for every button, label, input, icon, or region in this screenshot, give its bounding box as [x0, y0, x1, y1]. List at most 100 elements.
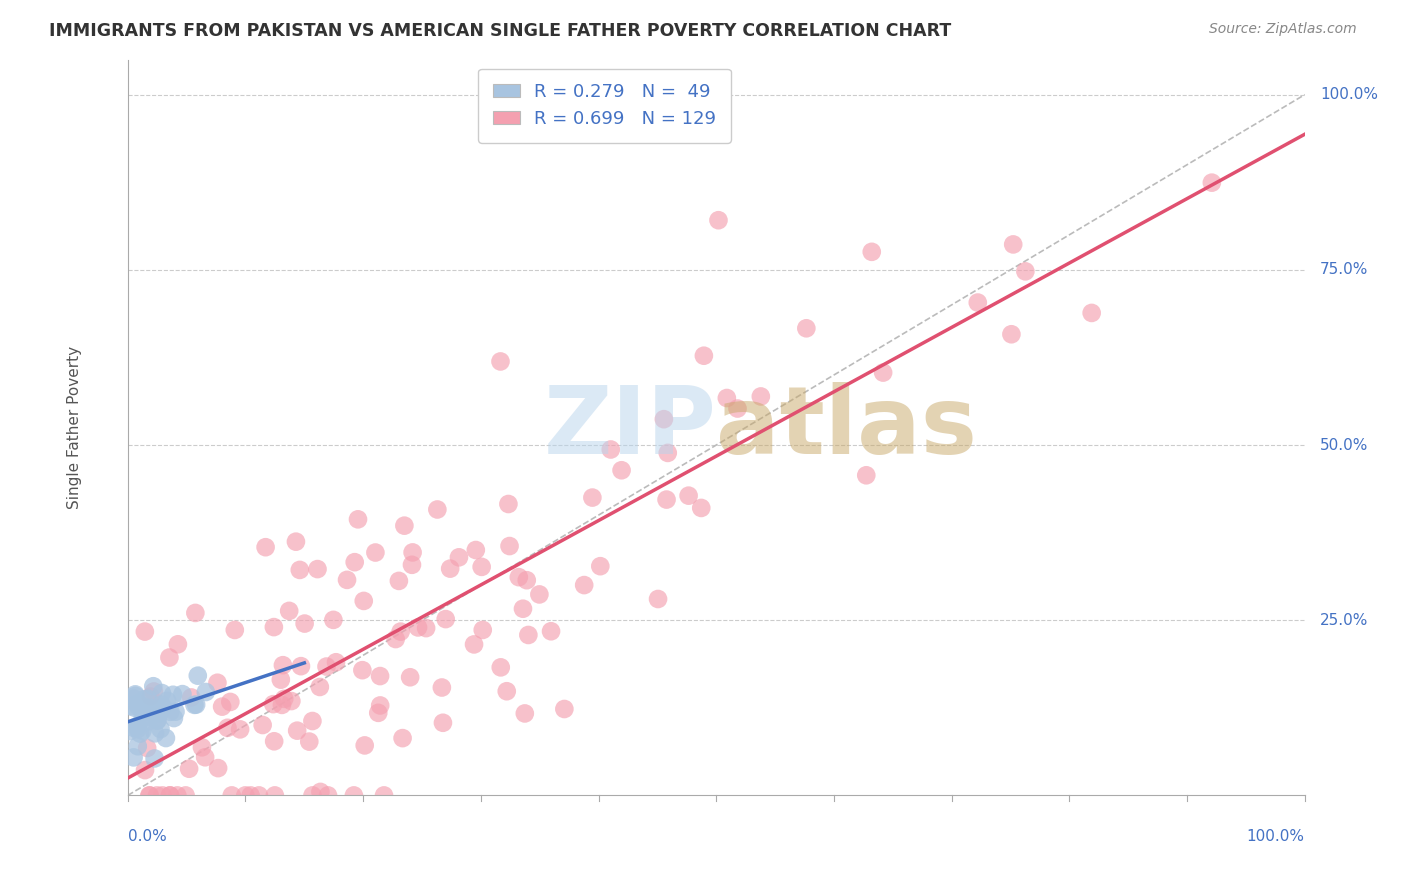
Point [301, 714, 323, 728]
Text: Single Father Poverty: Single Father Poverty [67, 346, 83, 509]
Point [159, 789, 181, 803]
Text: 0.0%: 0.0% [128, 829, 166, 844]
Point [294, 616, 316, 631]
Point [184, 606, 207, 620]
Point [872, 366, 894, 380]
Point [860, 244, 883, 259]
Point [516, 573, 538, 587]
Point [136, 741, 159, 756]
Point [143, 726, 166, 740]
Point [145, 703, 167, 717]
Point [127, 697, 149, 711]
Point [343, 789, 366, 803]
Point [157, 650, 180, 665]
Point [716, 391, 738, 405]
Point [149, 722, 172, 736]
Point [134, 704, 156, 718]
Point [401, 545, 423, 559]
Point [529, 587, 551, 601]
Point [162, 688, 184, 702]
Point [183, 698, 205, 712]
Point [298, 734, 321, 748]
Point [589, 559, 612, 574]
Point [581, 491, 603, 505]
Point [159, 705, 181, 719]
Point [134, 624, 156, 639]
Point [221, 789, 243, 803]
Point [572, 578, 595, 592]
Point [391, 731, 413, 745]
Point [517, 628, 540, 642]
Point [155, 731, 177, 745]
Point [263, 734, 285, 748]
Point [180, 690, 202, 705]
Point [432, 715, 454, 730]
Point [647, 592, 669, 607]
Point [271, 658, 294, 673]
Point [139, 690, 162, 704]
Point [207, 675, 229, 690]
Point [463, 637, 485, 651]
Point [217, 721, 239, 735]
Point [415, 621, 437, 635]
Point [135, 703, 157, 717]
Point [430, 681, 453, 695]
Point [194, 750, 217, 764]
Point [152, 789, 174, 803]
Point [159, 789, 181, 803]
Point [307, 562, 329, 576]
Point [447, 550, 470, 565]
Point [122, 691, 145, 706]
Point [211, 699, 233, 714]
Point [353, 594, 375, 608]
Point [148, 706, 170, 721]
Point [134, 763, 156, 777]
Point [325, 655, 347, 669]
Point [132, 709, 155, 723]
Point [690, 500, 713, 515]
Point [207, 761, 229, 775]
Point [308, 680, 330, 694]
Point [270, 673, 292, 687]
Point [129, 726, 152, 740]
Point [1201, 176, 1223, 190]
Point [136, 691, 159, 706]
Point [406, 620, 429, 634]
Point [262, 697, 284, 711]
Point [124, 700, 146, 714]
Point [316, 789, 339, 803]
Point [120, 724, 142, 739]
Point [124, 689, 146, 703]
Point [678, 489, 700, 503]
Point [271, 698, 294, 712]
Point [655, 492, 678, 507]
Point [343, 555, 366, 569]
Point [156, 694, 179, 708]
Point [794, 321, 817, 335]
Text: ZIP: ZIP [543, 382, 716, 474]
Point [288, 563, 311, 577]
Point [127, 722, 149, 736]
Point [508, 570, 530, 584]
Point [439, 561, 461, 575]
Point [855, 468, 877, 483]
Point [707, 213, 730, 227]
Point [177, 762, 200, 776]
Point [138, 789, 160, 803]
Point [122, 721, 145, 735]
Point [252, 718, 274, 732]
Point [142, 679, 165, 693]
Point [127, 739, 149, 754]
Point [191, 740, 214, 755]
Point [471, 623, 494, 637]
Point [471, 560, 494, 574]
Point [610, 463, 633, 477]
Text: 100.0%: 100.0% [1320, 87, 1378, 103]
Point [124, 687, 146, 701]
Point [367, 706, 389, 720]
Point [174, 789, 197, 803]
Text: 75.0%: 75.0% [1320, 262, 1368, 277]
Point [146, 789, 169, 803]
Point [136, 703, 159, 717]
Point [136, 714, 159, 729]
